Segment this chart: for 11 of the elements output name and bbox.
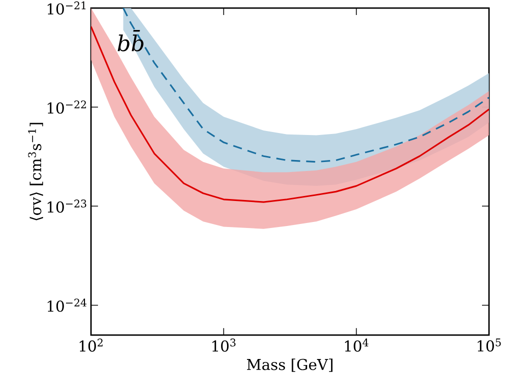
annotation: bb̄ [118, 30, 144, 52]
x-tick-label: 10$^{5}$ [478, 338, 501, 352]
x-tick-label: 10$^{3}$ [212, 338, 236, 352]
y-tick-label: 10$^{−23}$ [48, 200, 86, 213]
y-tick-label: 10$^{−22}$ [48, 100, 86, 114]
x-axis-title: Mass [GeV] [246, 358, 332, 372]
x-tick-label: 10$^{2}$ [80, 338, 103, 352]
x-tick-label: 10$^{4}$ [345, 338, 368, 352]
y-axis-title: ⟨σv⟩ [cm$^{3}$s$^{−1}$] [28, 122, 44, 220]
y-tick-label: 10$^{−21}$ [48, 1, 86, 15]
y-tick-label: 10$^{−24}$ [48, 298, 86, 312]
